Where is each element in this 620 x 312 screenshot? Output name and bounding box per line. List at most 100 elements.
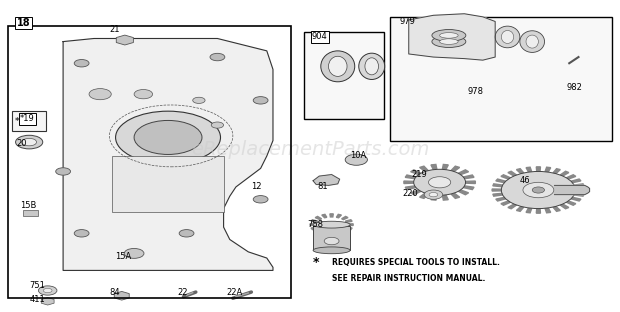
Text: SEE REPAIR INSTRUCTION MANUAL.: SEE REPAIR INSTRUCTION MANUAL. [332, 274, 485, 283]
Circle shape [124, 248, 144, 258]
Polygon shape [337, 214, 342, 218]
Polygon shape [545, 208, 551, 213]
Polygon shape [574, 193, 584, 196]
Polygon shape [330, 214, 334, 217]
Polygon shape [526, 167, 532, 172]
Circle shape [115, 111, 221, 164]
Text: REQUIRES SPECIAL TOOLS TO INSTALL.: REQUIRES SPECIAL TOOLS TO INSTALL. [332, 258, 500, 267]
Circle shape [193, 97, 205, 104]
Polygon shape [310, 224, 316, 226]
Polygon shape [313, 174, 340, 185]
Text: 20: 20 [17, 139, 27, 148]
Polygon shape [493, 184, 503, 187]
Polygon shape [409, 14, 495, 60]
Bar [23, 210, 38, 216]
Bar [313, 226, 350, 250]
Text: 758: 758 [307, 220, 323, 228]
Circle shape [414, 169, 466, 195]
Polygon shape [410, 190, 421, 195]
Text: 978: 978 [467, 86, 484, 95]
Text: 12: 12 [251, 183, 262, 192]
Ellipse shape [495, 26, 520, 48]
Polygon shape [63, 38, 273, 271]
Polygon shape [347, 224, 353, 226]
Polygon shape [322, 214, 327, 218]
Text: *: * [15, 117, 19, 125]
Polygon shape [560, 171, 569, 176]
Polygon shape [560, 204, 569, 209]
Polygon shape [420, 166, 428, 172]
Text: 22: 22 [177, 288, 188, 297]
Text: eReplacementParts.com: eReplacementParts.com [191, 140, 429, 159]
Polygon shape [571, 197, 581, 201]
Polygon shape [508, 204, 516, 209]
Ellipse shape [440, 39, 458, 44]
Circle shape [74, 230, 89, 237]
Ellipse shape [520, 31, 544, 52]
Text: 81: 81 [317, 183, 328, 192]
Bar [304, 32, 384, 119]
Bar [12, 111, 46, 131]
Text: 219: 219 [412, 170, 428, 179]
Polygon shape [553, 169, 560, 174]
Polygon shape [410, 170, 421, 175]
Text: 411: 411 [29, 295, 45, 304]
Polygon shape [566, 175, 576, 179]
Ellipse shape [313, 247, 350, 254]
Polygon shape [553, 206, 560, 211]
Ellipse shape [321, 51, 355, 82]
Circle shape [89, 89, 111, 100]
Polygon shape [466, 181, 476, 183]
Polygon shape [536, 208, 541, 213]
Ellipse shape [359, 53, 384, 80]
Polygon shape [420, 193, 428, 198]
Circle shape [74, 60, 89, 67]
Circle shape [117, 177, 132, 184]
Circle shape [16, 135, 43, 149]
Polygon shape [545, 167, 551, 172]
Polygon shape [501, 175, 510, 179]
Polygon shape [571, 179, 581, 183]
Circle shape [253, 97, 268, 104]
Circle shape [502, 172, 575, 208]
Polygon shape [566, 201, 576, 205]
Bar [7, 26, 291, 298]
Polygon shape [404, 181, 414, 183]
Text: 979: 979 [399, 17, 415, 26]
Text: 22A: 22A [227, 288, 243, 297]
Polygon shape [463, 186, 474, 190]
Circle shape [22, 139, 37, 146]
Text: 982: 982 [566, 84, 582, 92]
Polygon shape [315, 217, 322, 220]
Polygon shape [311, 220, 318, 222]
Text: 904: 904 [312, 32, 327, 41]
Circle shape [523, 182, 554, 198]
Ellipse shape [502, 31, 514, 43]
Text: 15B: 15B [20, 201, 37, 210]
Circle shape [345, 154, 368, 165]
Ellipse shape [440, 33, 458, 38]
Polygon shape [442, 195, 448, 200]
Polygon shape [431, 164, 437, 170]
Circle shape [424, 190, 443, 199]
Text: 84: 84 [109, 288, 120, 297]
Ellipse shape [526, 35, 538, 48]
Text: 751: 751 [29, 281, 45, 290]
Polygon shape [342, 230, 348, 233]
Text: 46: 46 [520, 176, 531, 185]
Polygon shape [337, 232, 342, 235]
Polygon shape [574, 184, 584, 187]
Circle shape [532, 187, 544, 193]
Circle shape [56, 168, 71, 175]
Polygon shape [536, 167, 541, 172]
Polygon shape [315, 230, 322, 233]
Ellipse shape [365, 58, 379, 75]
Text: *: * [313, 256, 319, 269]
Polygon shape [496, 197, 506, 201]
Text: 18: 18 [17, 18, 30, 28]
Polygon shape [322, 232, 327, 235]
Text: 10A: 10A [350, 152, 366, 160]
Polygon shape [508, 171, 516, 176]
Polygon shape [345, 227, 352, 230]
Polygon shape [458, 190, 469, 195]
